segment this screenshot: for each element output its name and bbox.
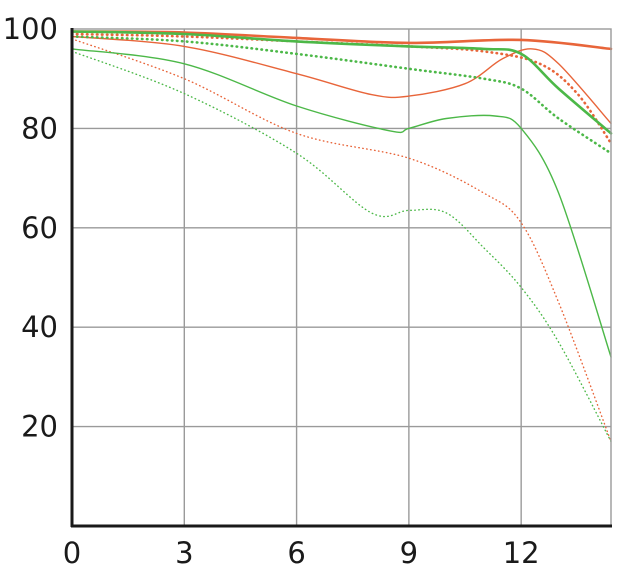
grid-lines — [72, 29, 611, 526]
series-line-7 — [71, 48, 612, 358]
x-tick-label: 3 — [175, 536, 193, 570]
y-tick-label: 40 — [21, 310, 58, 344]
x-tick-label: 12 — [503, 536, 540, 570]
x-axis-ticks: 0 3 6 9 12 — [63, 536, 540, 570]
x-tick-label: 0 — [63, 536, 81, 570]
series-lines — [70, 30, 613, 443]
y-axis-ticks: 20 40 60 80 100 — [3, 12, 58, 444]
plot-frame — [71, 28, 612, 527]
x-tick-label: 9 — [400, 536, 418, 570]
y-tick-label: 100 — [3, 12, 58, 46]
y-tick-label: 80 — [21, 111, 58, 145]
series-line-3 — [71, 35, 612, 125]
y-tick-label: 60 — [21, 211, 58, 245]
series-line-2 — [70, 32, 613, 145]
series-line-8 — [71, 50, 612, 443]
series-line-4 — [71, 38, 612, 443]
y-tick-label: 20 — [21, 410, 58, 444]
series-line-5 — [70, 30, 613, 135]
series-line-6 — [70, 35, 613, 155]
x-tick-label: 6 — [287, 536, 305, 570]
